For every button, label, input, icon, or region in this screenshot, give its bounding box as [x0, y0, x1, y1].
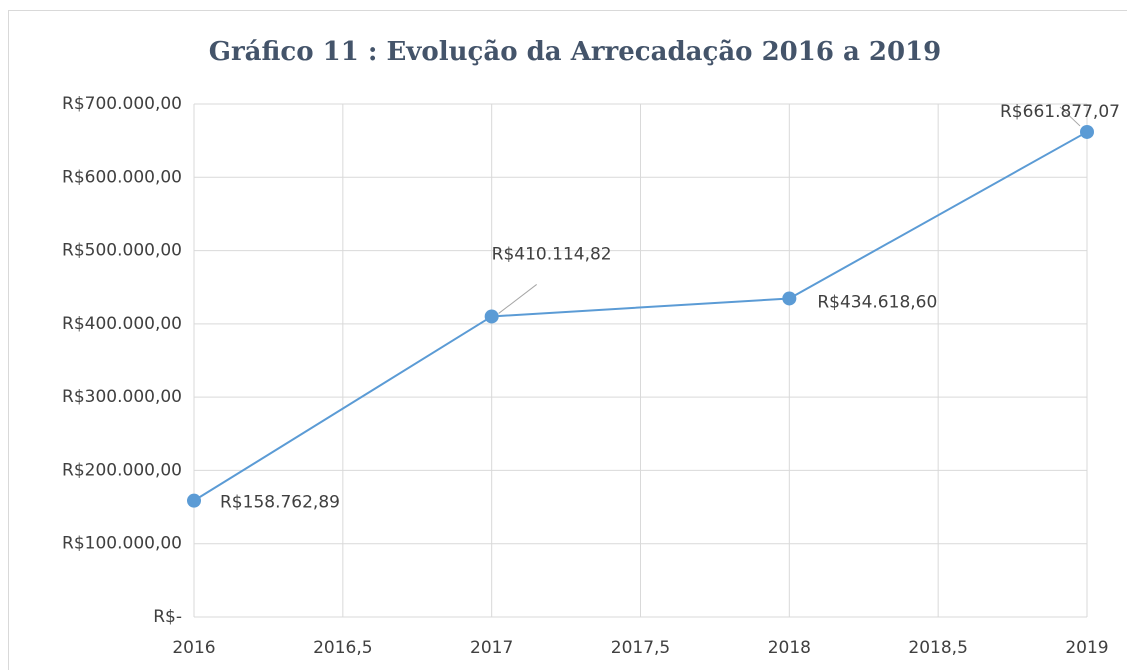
- x-tick-label: 2018: [768, 638, 811, 658]
- x-tick-label: 2019: [1065, 638, 1108, 658]
- x-tick-label: 2016,5: [313, 638, 372, 658]
- x-tick-label: 2016: [172, 638, 215, 658]
- data-point: [1080, 124, 1094, 139]
- y-tick-label: R$600.000,00: [62, 167, 182, 187]
- data-label: R$434.618,60: [817, 292, 937, 312]
- series-line: [193, 131, 1088, 502]
- x-tick-label: 2017: [470, 638, 513, 658]
- y-tick-label: R$300.000,00: [62, 387, 182, 407]
- leader-line: [498, 284, 537, 314]
- y-tick-label: R$500.000,00: [62, 241, 182, 261]
- x-tick-label: 2017,5: [611, 638, 670, 658]
- data-point: [484, 309, 499, 324]
- data-point: [187, 493, 201, 508]
- chart-title: Gráfico 11 : Evolução da Arrecadação 201…: [209, 37, 942, 67]
- data-point: [782, 291, 797, 306]
- y-tick-label: R$-: [153, 607, 182, 627]
- x-tick-label: 2018,5: [908, 638, 967, 658]
- y-tick-label: R$700.000,00: [62, 94, 182, 114]
- data-label: R$410.114,82: [492, 244, 612, 264]
- y-tick-label: R$400.000,00: [62, 314, 182, 334]
- data-label: R$158.762,89: [220, 493, 340, 513]
- leader-line: [1059, 106, 1081, 127]
- y-tick-label: R$200.000,00: [62, 460, 182, 480]
- y-tick-label: R$100.000,00: [62, 534, 182, 554]
- chart-border: [8, 10, 1127, 670]
- data-label: R$661.877,07: [1000, 102, 1120, 122]
